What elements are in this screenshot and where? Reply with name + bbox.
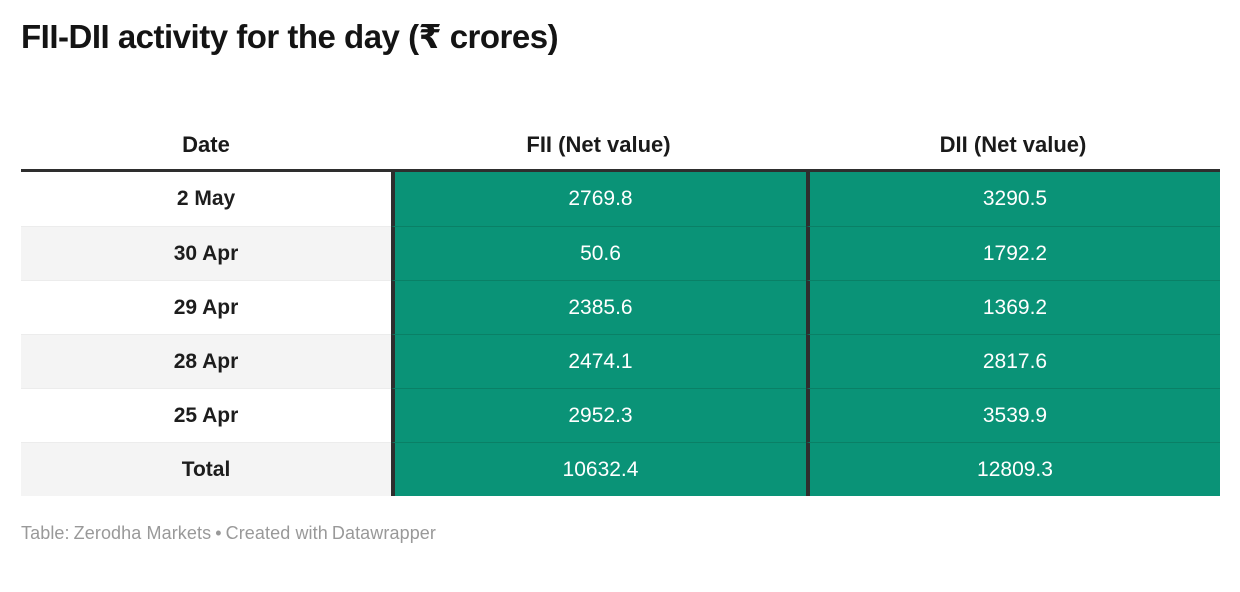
- fii-value-cell: 2474.1: [391, 334, 806, 389]
- source-link: Zerodha Markets: [74, 523, 212, 543]
- date-cell: 30 Apr: [21, 226, 391, 281]
- date-cell: 2 May: [21, 172, 391, 227]
- table-row: 30 Apr 50.6 1792.2: [21, 226, 1220, 281]
- dii-value-cell: 3539.9: [806, 388, 1220, 443]
- page-title: FII-DII activity for the day (₹ crores): [21, 18, 559, 55]
- table-row: 2 May 2769.8 3290.5: [21, 172, 1220, 227]
- source-link-text[interactable]: Zerodha Markets: [73, 523, 212, 544]
- dii-value-cell: 2817.6: [806, 334, 1220, 389]
- fii-dii-table: Date FII (Net value) DII (Net value) 2 M…: [21, 120, 1220, 497]
- fii-value-cell: 2769.8: [391, 172, 806, 227]
- column-header-date: Date: [21, 120, 391, 173]
- fii-value-cell: 50.6: [391, 226, 806, 281]
- dii-value-cell: 1792.2: [806, 226, 1220, 281]
- fii-value-cell: 2385.6: [391, 280, 806, 335]
- fii-value-cell: 2952.3: [391, 388, 806, 443]
- datawrapper-link[interactable]: Datawrapper: [331, 523, 437, 544]
- header-row: Date FII (Net value) DII (Net value): [21, 120, 1220, 173]
- dii-value-cell: 1369.2: [806, 280, 1220, 335]
- fii-total-cell: 10632.4: [391, 442, 806, 497]
- total-row: Total 10632.4 12809.3: [21, 442, 1220, 497]
- footer-credit: Table: Zerodha Markets • Created with Datawr…: [21, 523, 1220, 544]
- dii-value-cell: 3290.5: [806, 172, 1220, 227]
- dii-total-cell: 12809.3: [806, 442, 1220, 497]
- table-row: 29 Apr 2385.6 1369.2: [21, 280, 1220, 335]
- date-cell: 29 Apr: [21, 280, 391, 335]
- source-label: Table:: [21, 523, 70, 544]
- table-row: 28 Apr 2474.1 2817.6: [21, 334, 1220, 389]
- credit-prefix: Created with: [225, 523, 328, 544]
- date-cell: 28 Apr: [21, 334, 391, 389]
- column-header-fii: FII (Net value): [391, 120, 806, 173]
- total-label-cell: Total: [21, 442, 391, 497]
- footer-separator: •: [215, 523, 222, 544]
- page: FII-DII activity for the day (₹ crores) …: [21, 18, 1220, 544]
- date-cell: 25 Apr: [21, 388, 391, 443]
- table-row: 25 Apr 2952.3 3539.9: [21, 388, 1220, 443]
- column-header-dii: DII (Net value): [806, 120, 1220, 173]
